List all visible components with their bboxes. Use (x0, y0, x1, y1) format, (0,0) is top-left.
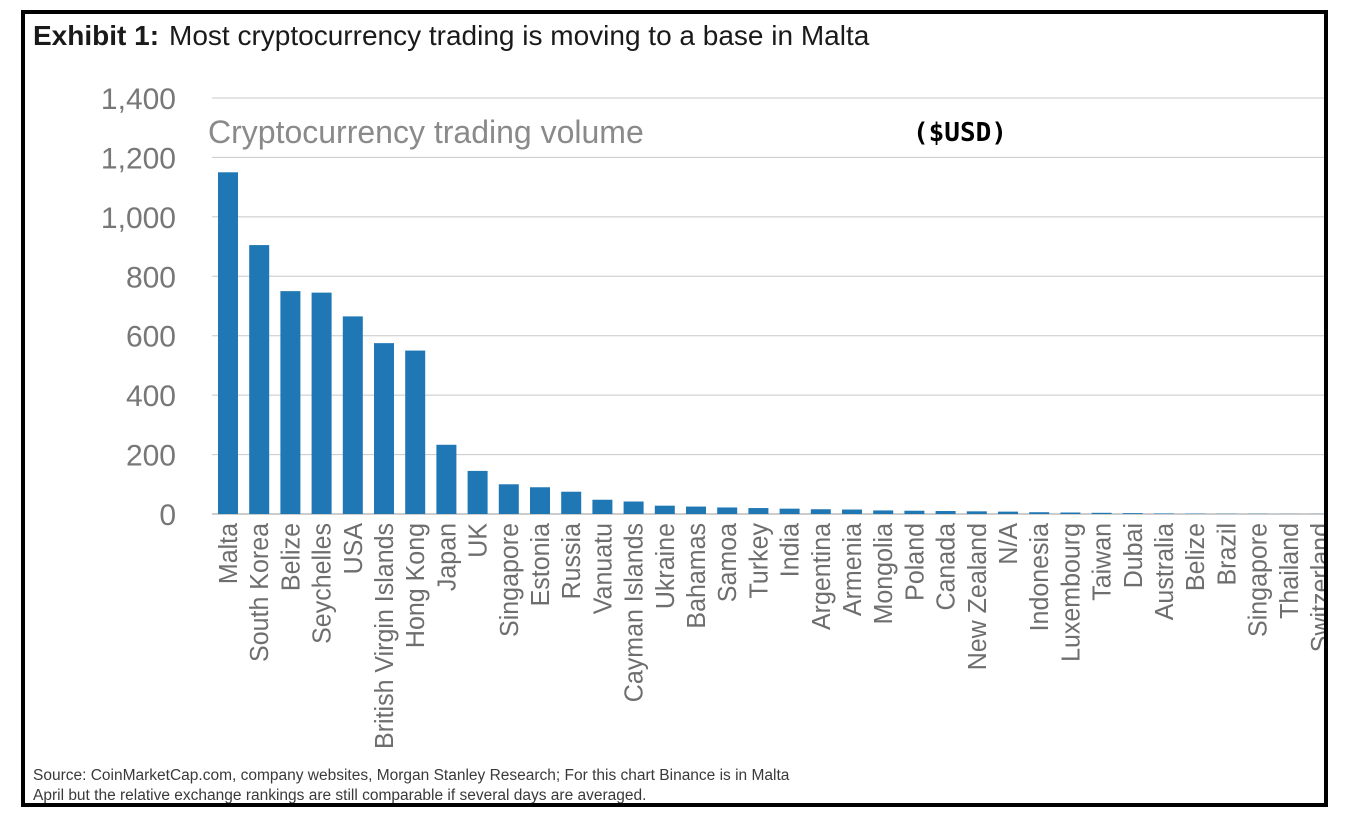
bar (1122, 513, 1143, 514)
chart-unit-annotation: ($USD) (913, 118, 1007, 148)
y-tick-label: 800 (126, 261, 176, 294)
x-tick-label: Russia (558, 522, 587, 599)
y-tick-label: 1,200 (101, 142, 176, 175)
x-tick-label: South Korea (246, 522, 275, 662)
gridlines (212, 97, 1324, 515)
x-tick-label: Japan (433, 523, 462, 591)
x-tick-label: Brazil (1213, 523, 1242, 585)
bar (1091, 512, 1112, 514)
y-axis-ticks: 0 200 400 600 800 1,000 1,200 1,400 (101, 83, 176, 532)
exhibit-heading: Exhibit 1: Most cryptocurrency trading is… (33, 20, 869, 52)
x-tick-label: Belize (277, 523, 306, 591)
x-tick-label: Argentina (807, 522, 836, 630)
x-tick-label: Malta (214, 522, 243, 584)
bar (1154, 513, 1174, 514)
bar (810, 509, 831, 514)
y-tick-label: 400 (126, 380, 176, 413)
bar (966, 511, 987, 514)
exhibit-frame: Exhibit 1: Most cryptocurrency trading is… (21, 10, 1328, 807)
bar (904, 510, 925, 514)
x-tick-label: Vanuatu (589, 523, 618, 614)
x-tick-label: Indonesia (1026, 522, 1055, 631)
x-tick-label: Taiwan (1088, 523, 1117, 601)
source-line-2: April but the relative exchange rankings… (33, 787, 647, 804)
x-tick-label: Belize (1182, 523, 1211, 591)
bars (218, 172, 1324, 515)
bar (374, 343, 394, 514)
x-tick-label: N/A (994, 522, 1023, 565)
x-tick-label: Dubai (1119, 523, 1148, 588)
x-tick-label: Samoa (714, 522, 743, 602)
bar (311, 292, 332, 514)
bar (1029, 512, 1050, 514)
bar-chart: 0 200 400 600 800 1,000 1,200 1,400 Malta South … (101, 83, 1324, 749)
exhibit-title: Most cryptocurrency trading is moving to… (169, 20, 870, 51)
x-tick-label: Singapore (495, 523, 524, 637)
source-line-1: Source: CoinMarketCap.com, company websi… (33, 767, 790, 784)
x-tick-label: Canada (932, 522, 961, 610)
x-tick-label: Turkey (745, 523, 774, 599)
bar (405, 350, 426, 514)
bar (530, 487, 550, 514)
x-tick-label: UK (464, 523, 493, 558)
x-tick-label: USA (339, 522, 368, 574)
x-tick-label: Switzerland (1306, 523, 1324, 652)
x-tick-label: Hong Kong (402, 523, 431, 648)
y-tick-label: 1,000 (101, 202, 176, 235)
source-note: Source: CoinMarketCap.com, company websi… (33, 766, 790, 804)
bar (748, 508, 769, 514)
bar (779, 508, 800, 514)
x-tick-label: Thailand (1275, 523, 1304, 619)
x-tick-label: Luxembourg (1057, 523, 1086, 662)
x-tick-label: Ukraine (651, 523, 680, 609)
x-tick-label: India (776, 522, 805, 577)
bar (998, 511, 1018, 514)
bar (842, 509, 862, 514)
bar (218, 172, 238, 515)
bar (592, 499, 613, 514)
bar (498, 484, 519, 514)
bar (654, 505, 675, 514)
y-tick-label: 0 (159, 499, 176, 532)
exhibit-label: Exhibit 1: (33, 20, 160, 51)
x-tick-label: Singapore (1244, 523, 1273, 637)
x-tick-label: Estonia (526, 522, 555, 606)
bar (467, 470, 488, 514)
bar (280, 291, 301, 514)
bar (686, 506, 706, 514)
x-tick-label: Cayman Islands (620, 523, 649, 702)
x-tick-label: Armenia (838, 522, 867, 616)
x-tick-label: Bahamas (682, 523, 711, 629)
x-tick-label: Mongolia (870, 522, 899, 624)
chart-title: Cryptocurrency trading volume (208, 114, 644, 150)
bar (935, 511, 956, 514)
x-tick-label: Poland (901, 523, 930, 601)
bar (436, 444, 457, 514)
x-axis-labels: Malta South Korea Belize Seychelles USA Briti… (214, 522, 1324, 749)
bar (249, 245, 270, 515)
x-tick-label: New Zealand (963, 523, 992, 670)
y-tick-label: 600 (126, 321, 176, 354)
x-tick-label: British Virgin Islands (370, 523, 399, 749)
x-tick-label: Australia (1150, 522, 1179, 620)
y-tick-label: 1,400 (101, 83, 176, 116)
bar (561, 491, 582, 514)
bar (873, 510, 894, 514)
bar (717, 507, 738, 514)
bar (1060, 512, 1081, 514)
bar (623, 501, 644, 514)
x-tick-label: Seychelles (308, 523, 337, 644)
y-tick-label: 200 (126, 440, 176, 473)
bar (342, 316, 363, 514)
